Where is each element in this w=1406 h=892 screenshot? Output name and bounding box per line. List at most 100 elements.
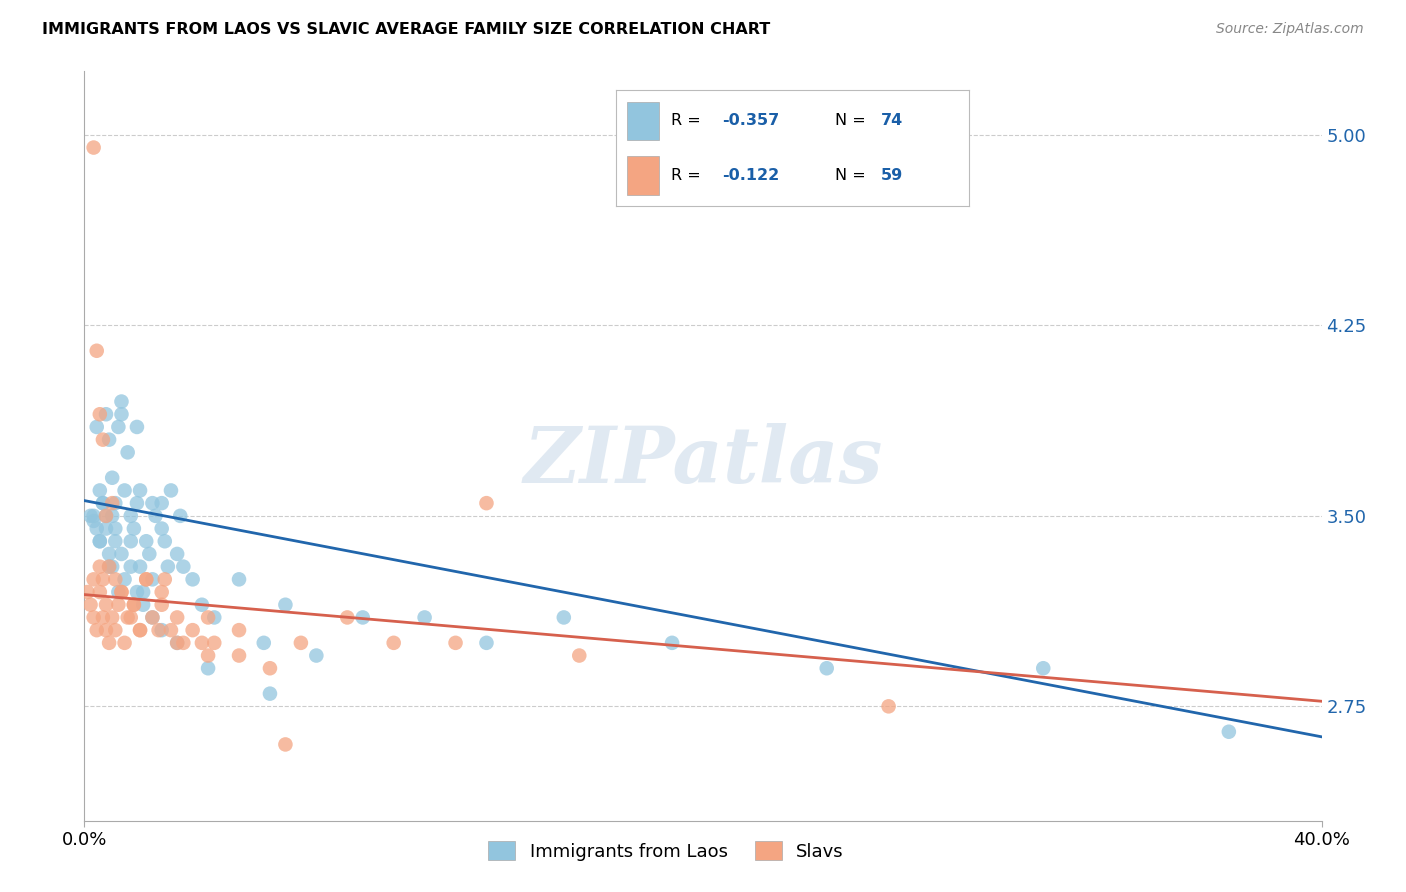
Point — [79, 598, 101, 612]
Point — [553, 610, 575, 624]
Point — [336, 610, 359, 624]
Point — [94, 522, 117, 536]
Point — [107, 420, 129, 434]
Point — [138, 547, 160, 561]
Point — [91, 572, 114, 586]
Point — [110, 547, 132, 561]
Point — [94, 407, 117, 421]
Point — [120, 559, 142, 574]
Point — [98, 559, 121, 574]
Point — [101, 496, 124, 510]
Point — [125, 585, 148, 599]
Point — [352, 610, 374, 624]
Point — [259, 687, 281, 701]
Point — [120, 508, 142, 523]
Point — [89, 585, 111, 599]
Point — [110, 394, 132, 409]
Text: IMMIGRANTS FROM LAOS VS SLAVIC AVERAGE FAMILY SIZE CORRELATION CHART: IMMIGRANTS FROM LAOS VS SLAVIC AVERAGE F… — [42, 22, 770, 37]
Point — [98, 433, 121, 447]
Point — [129, 559, 152, 574]
Point — [83, 514, 105, 528]
Point — [274, 598, 297, 612]
Point — [79, 508, 101, 523]
Point — [150, 585, 173, 599]
Point — [101, 471, 124, 485]
Point — [475, 496, 498, 510]
Point — [135, 572, 157, 586]
Point — [191, 598, 214, 612]
Point — [122, 522, 145, 536]
Point — [89, 534, 111, 549]
Point — [141, 496, 163, 510]
Point — [202, 610, 225, 624]
Point — [110, 407, 132, 421]
Point — [568, 648, 591, 663]
Point — [86, 343, 108, 358]
Point — [815, 661, 838, 675]
Point — [94, 508, 117, 523]
Point — [259, 661, 281, 675]
Point — [89, 483, 111, 498]
Point — [475, 636, 498, 650]
Legend: Immigrants from Laos, Slavs: Immigrants from Laos, Slavs — [481, 834, 851, 868]
Point — [129, 483, 152, 498]
Point — [148, 623, 170, 637]
Point — [104, 522, 127, 536]
Point — [104, 623, 127, 637]
Point — [98, 636, 121, 650]
Point — [122, 598, 145, 612]
Point — [110, 585, 132, 599]
Point — [202, 636, 225, 650]
Point — [104, 534, 127, 549]
Point — [141, 572, 163, 586]
Point — [86, 420, 108, 434]
Point — [1218, 724, 1240, 739]
Point — [150, 522, 173, 536]
Point — [166, 547, 188, 561]
Point — [150, 598, 173, 612]
Point — [135, 534, 157, 549]
Point — [197, 648, 219, 663]
Point — [86, 522, 108, 536]
Point — [125, 496, 148, 510]
Point — [413, 610, 436, 624]
Point — [110, 585, 132, 599]
Point — [91, 610, 114, 624]
Point — [172, 636, 194, 650]
Point — [877, 699, 900, 714]
Point — [172, 559, 194, 574]
Point — [107, 585, 129, 599]
Point — [91, 496, 114, 510]
Point — [228, 648, 250, 663]
Point — [153, 534, 176, 549]
Point — [104, 572, 127, 586]
Point — [98, 559, 121, 574]
Point — [91, 496, 114, 510]
Point — [166, 636, 188, 650]
Point — [83, 572, 105, 586]
Point — [305, 648, 328, 663]
Point — [94, 508, 117, 523]
Point — [89, 559, 111, 574]
Point — [76, 585, 98, 599]
Point — [274, 738, 297, 752]
Point — [129, 623, 152, 637]
Point — [382, 636, 405, 650]
Point — [125, 420, 148, 434]
Point — [117, 610, 139, 624]
Point — [117, 445, 139, 459]
Point — [141, 610, 163, 624]
Point — [169, 508, 191, 523]
Point — [160, 483, 183, 498]
Point — [228, 623, 250, 637]
Point — [290, 636, 312, 650]
Point — [166, 610, 188, 624]
Point — [160, 623, 183, 637]
Point — [114, 483, 136, 498]
Point — [228, 572, 250, 586]
Point — [86, 623, 108, 637]
Point — [122, 598, 145, 612]
Point — [444, 636, 467, 650]
Point — [145, 508, 167, 523]
Point — [107, 598, 129, 612]
